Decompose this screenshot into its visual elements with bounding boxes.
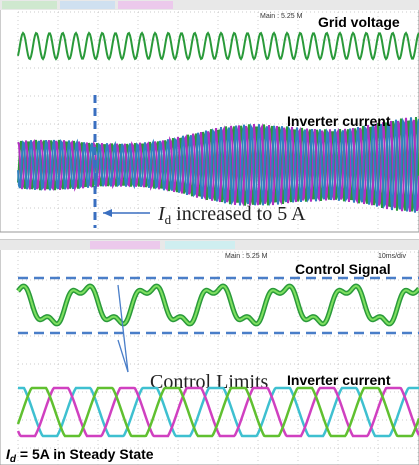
control-signal-trace [17,284,419,325]
grid-voltage-trace [17,31,419,61]
annotation: Id increased to 5 A [157,203,306,227]
current-trace [16,386,419,438]
ch-box [60,1,115,9]
ch-box [90,241,160,249]
scale: 10ms/div [378,253,407,260]
label: Grid voltage [318,14,400,30]
symbol: I [6,446,11,462]
arrow [117,284,129,373]
subscript: d [10,454,17,465]
ch-box [2,1,57,9]
current-trace [16,386,419,438]
current-trace [17,117,419,212]
caption: Id = 5A in Steady State [6,446,154,465]
inverter-current-traces [16,386,419,438]
current-trace [18,386,419,438]
inverter-current-traces [17,117,419,213]
timebase: Main : 5.25 M [260,13,303,20]
arrow [117,339,129,373]
label: Inverter current [287,113,391,129]
label: Control Signal [295,261,391,277]
arrow-head [103,209,112,217]
text: increased to 5 A [171,203,306,225]
subscript: d [165,212,172,227]
current-trace [17,117,419,213]
timebase: Main : 5.25 M [225,253,268,260]
ch-box [118,1,173,9]
ch-box [165,241,235,249]
top-header [0,0,419,10]
text: = 5A in Steady State [16,446,154,462]
symbol: I [157,203,166,225]
label: Inverter current [287,372,391,388]
